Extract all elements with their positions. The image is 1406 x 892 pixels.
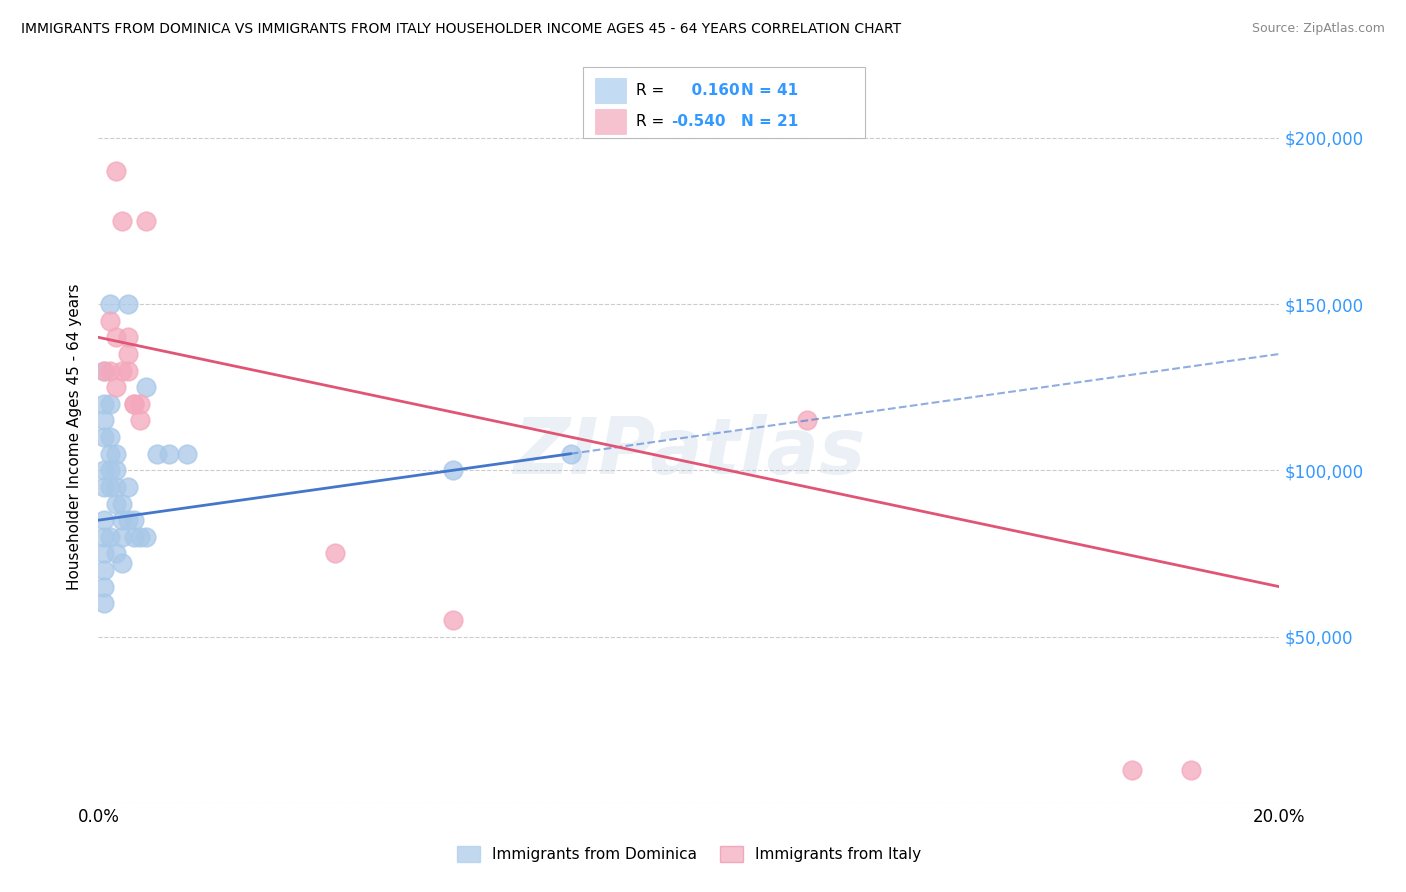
Point [93,530,115,544]
Point [117,363,139,377]
Point [98,447,121,461]
Y-axis label: Householder Income Ages 45 - 64 years: Householder Income Ages 45 - 64 years [67,284,83,591]
Point [323,546,346,560]
Point [796,413,818,427]
Point [111,497,134,511]
Point [105,164,128,178]
Text: R =: R = [636,114,664,128]
Point [98,397,121,411]
Point [111,363,134,377]
Point [135,214,157,228]
Point [93,580,115,594]
Point [117,297,139,311]
Point [105,330,128,344]
Point [98,363,121,377]
Point [122,397,145,411]
Point [111,530,134,544]
Point [105,546,128,560]
Point [93,513,115,527]
Point [105,463,128,477]
Point [117,480,139,494]
Text: N = 21: N = 21 [741,114,799,128]
Point [98,530,121,544]
Point [93,363,115,377]
Text: 0.160: 0.160 [681,84,740,98]
Text: -0.540: -0.540 [671,114,725,128]
Text: ZIPatlas: ZIPatlas [513,414,865,490]
Point [157,447,180,461]
Point [441,463,464,477]
Point [117,347,139,361]
Point [111,557,134,571]
Point [93,397,115,411]
Point [93,546,115,560]
Point [146,447,169,461]
Point [93,463,115,477]
Point [135,380,157,394]
Point [98,430,121,444]
Text: IMMIGRANTS FROM DOMINICA VS IMMIGRANTS FROM ITALY HOUSEHOLDER INCOME AGES 45 - 6: IMMIGRANTS FROM DOMINICA VS IMMIGRANTS F… [21,22,901,37]
Text: Source: ZipAtlas.com: Source: ZipAtlas.com [1251,22,1385,36]
Point [1180,763,1202,777]
Point [93,563,115,577]
Point [117,513,139,527]
Legend: Immigrants from Dominica, Immigrants from Italy: Immigrants from Dominica, Immigrants fro… [451,840,927,868]
Point [128,530,150,544]
Point [105,497,128,511]
Point [98,314,121,328]
Point [122,530,145,544]
Point [122,397,145,411]
Point [98,463,121,477]
Point [93,596,115,610]
Point [128,413,150,427]
Point [111,214,134,228]
Point [93,480,115,494]
Point [135,530,157,544]
Point [93,363,115,377]
Point [93,430,115,444]
Point [98,480,121,494]
Point [560,447,582,461]
Text: N = 41: N = 41 [741,84,799,98]
Point [1121,763,1143,777]
Point [93,413,115,427]
Point [176,447,198,461]
Point [122,513,145,527]
Text: R =: R = [636,84,664,98]
Point [105,480,128,494]
Point [128,397,150,411]
Point [117,330,139,344]
Point [98,297,121,311]
Point [105,380,128,394]
Point [111,513,134,527]
Point [441,613,464,627]
Point [105,447,128,461]
